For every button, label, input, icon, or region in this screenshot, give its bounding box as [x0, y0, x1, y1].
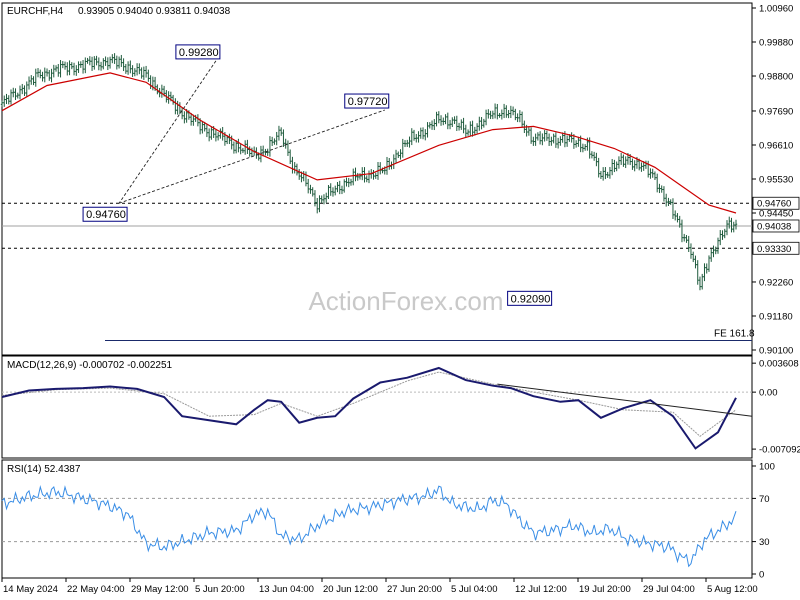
x-tick-label: 19 Jul 20:00 [579, 584, 631, 595]
rsi-y-tick-label: 0 [759, 570, 764, 581]
price-y-tick-label: 0.99880 [759, 38, 793, 49]
price-y-tick-label: 0.95530 [759, 175, 793, 186]
level-label: 0.94760 [757, 199, 791, 210]
price-y-tick-label: 1.00960 [759, 4, 793, 15]
level-label: 0.93330 [757, 244, 791, 255]
price-annotation-box [507, 290, 553, 306]
price-y-tick-label: 0.92260 [759, 277, 793, 288]
x-tick-label: 27 Jun 20:00 [387, 584, 442, 595]
level-label-box [752, 196, 800, 210]
price-annotation-label: 0.97720 [348, 96, 388, 108]
moving-average-line [1, 72, 737, 214]
macd-y-tick-label: 0.00 [759, 388, 778, 399]
macd-panel: 0.003608 0.00 -0.007092 [1, 355, 800, 459]
macd-panel-frame [1, 355, 753, 459]
price-annotation-box [175, 44, 221, 60]
x-tick-label: 5 Jun 20:00 [195, 584, 245, 595]
rsi-title: RSI(14) 52.4387 [7, 464, 81, 475]
watermark: ActionForex.com [308, 286, 503, 316]
x-tick-label: 5 Aug 12:00 [707, 584, 758, 595]
price-annotation-box [82, 206, 128, 222]
x-tick-label: 29 Jul 04:00 [643, 584, 695, 595]
rsi-y-tick-label: 30 [759, 537, 770, 548]
price-panel: 1.00960 0.99880 0.98800 0.97690 0.96610 0.955… [0, 2, 800, 357]
price-y-tick-label: 0.97690 [759, 106, 793, 117]
fe-label: FE 161.8 [714, 329, 755, 340]
rsi-panel-frame [1, 459, 753, 579]
price-annotation-label: 0.99280 [179, 47, 219, 59]
trend-line [118, 60, 217, 204]
x-tick-label: 14 May 2024 [3, 584, 58, 595]
price-annotation-label: 0.94760 [86, 209, 126, 221]
x-tick-label: 22 May 04:00 [67, 584, 125, 595]
level-label-box [752, 219, 800, 233]
trend-line [118, 109, 385, 204]
price-y-tick-label: 0.90100 [759, 346, 793, 357]
x-tick-label: 20 Jun 12:00 [323, 584, 378, 595]
x-tick-label: 29 May 12:00 [131, 584, 189, 595]
level-label: 0.94038 [757, 221, 791, 232]
macd-y-tick-label: -0.007092 [759, 445, 800, 456]
level-label-box [752, 241, 800, 255]
price-y-tick-label: 0.98800 [759, 72, 793, 83]
price-y-tick-label: 0.96610 [759, 140, 793, 151]
macd-y-tick-label: 0.003608 [759, 359, 799, 370]
rsi-y-tick-label: 100 [759, 462, 775, 473]
rsi-line [1, 485, 737, 568]
x-axis: 14 May 2024 22 May 04:00 29 May 12:00 5 Jun… [1, 578, 758, 595]
macd-trend-line [497, 383, 753, 417]
price-y-tick-label: 0.91180 [759, 311, 793, 322]
rsi-y-tick-label: 70 [759, 494, 770, 505]
macd-signal-line [1, 371, 737, 437]
price-annotation-box [344, 93, 390, 109]
x-tick-label: 13 Jun 04:00 [259, 584, 314, 595]
price-y-tick-label: 0.94450 [759, 209, 793, 220]
chart-symbol: EURCHF,H4 [7, 6, 64, 17]
chart-ohlc: 0.93905 0.94040 0.93811 0.94038 [78, 6, 231, 17]
price-annotation-label: 0.92090 [511, 293, 551, 305]
rsi-panel: 100 70 30 0 [1, 459, 775, 581]
x-tick-label: 5 Jul 04:00 [451, 584, 497, 595]
macd-line [1, 366, 737, 450]
x-tick-label: 12 Jul 12:00 [515, 584, 567, 595]
macd-title: MACD(12,26,9) -0.000702 -0.002251 [7, 360, 173, 371]
